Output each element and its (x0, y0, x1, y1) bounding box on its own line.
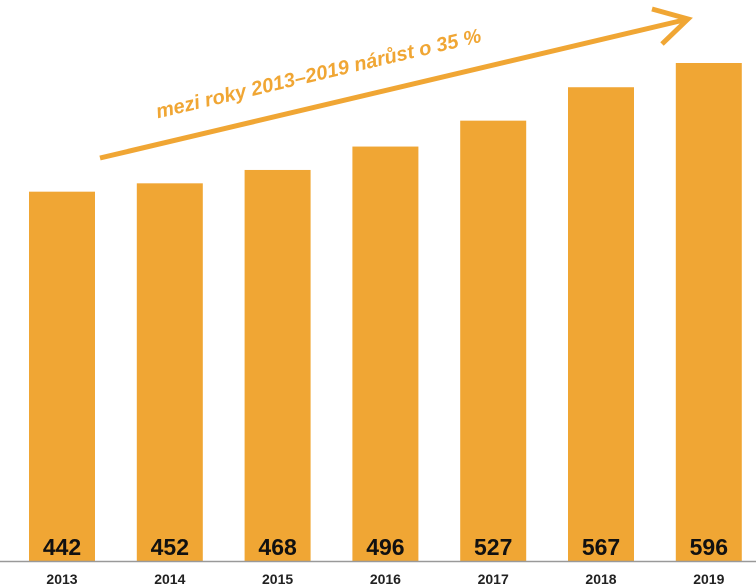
bar (460, 120, 527, 562)
x-tick-label: 2019 (693, 571, 724, 587)
value-label: 527 (474, 534, 512, 560)
x-tick-label: 2017 (478, 571, 509, 587)
value-label: 496 (366, 534, 404, 560)
trend-arrow (99, 17, 685, 161)
bar (244, 169, 311, 562)
x-tick-label: 2014 (154, 571, 185, 587)
bar (568, 87, 634, 562)
value-label: 567 (582, 534, 620, 560)
value-label: 452 (151, 534, 189, 560)
value-label: 442 (43, 534, 81, 560)
bar (29, 191, 95, 561)
bar (675, 63, 742, 561)
bar (352, 146, 419, 561)
value-label: 468 (258, 534, 297, 560)
bar (136, 183, 203, 561)
x-tick-label: 2015 (262, 571, 293, 587)
x-tick-label: 2013 (46, 571, 77, 587)
value-label: 596 (690, 534, 728, 560)
x-tick-label: 2018 (585, 571, 616, 587)
x-tick-label: 2016 (370, 571, 401, 587)
trend-arrow-head (651, 6, 693, 46)
